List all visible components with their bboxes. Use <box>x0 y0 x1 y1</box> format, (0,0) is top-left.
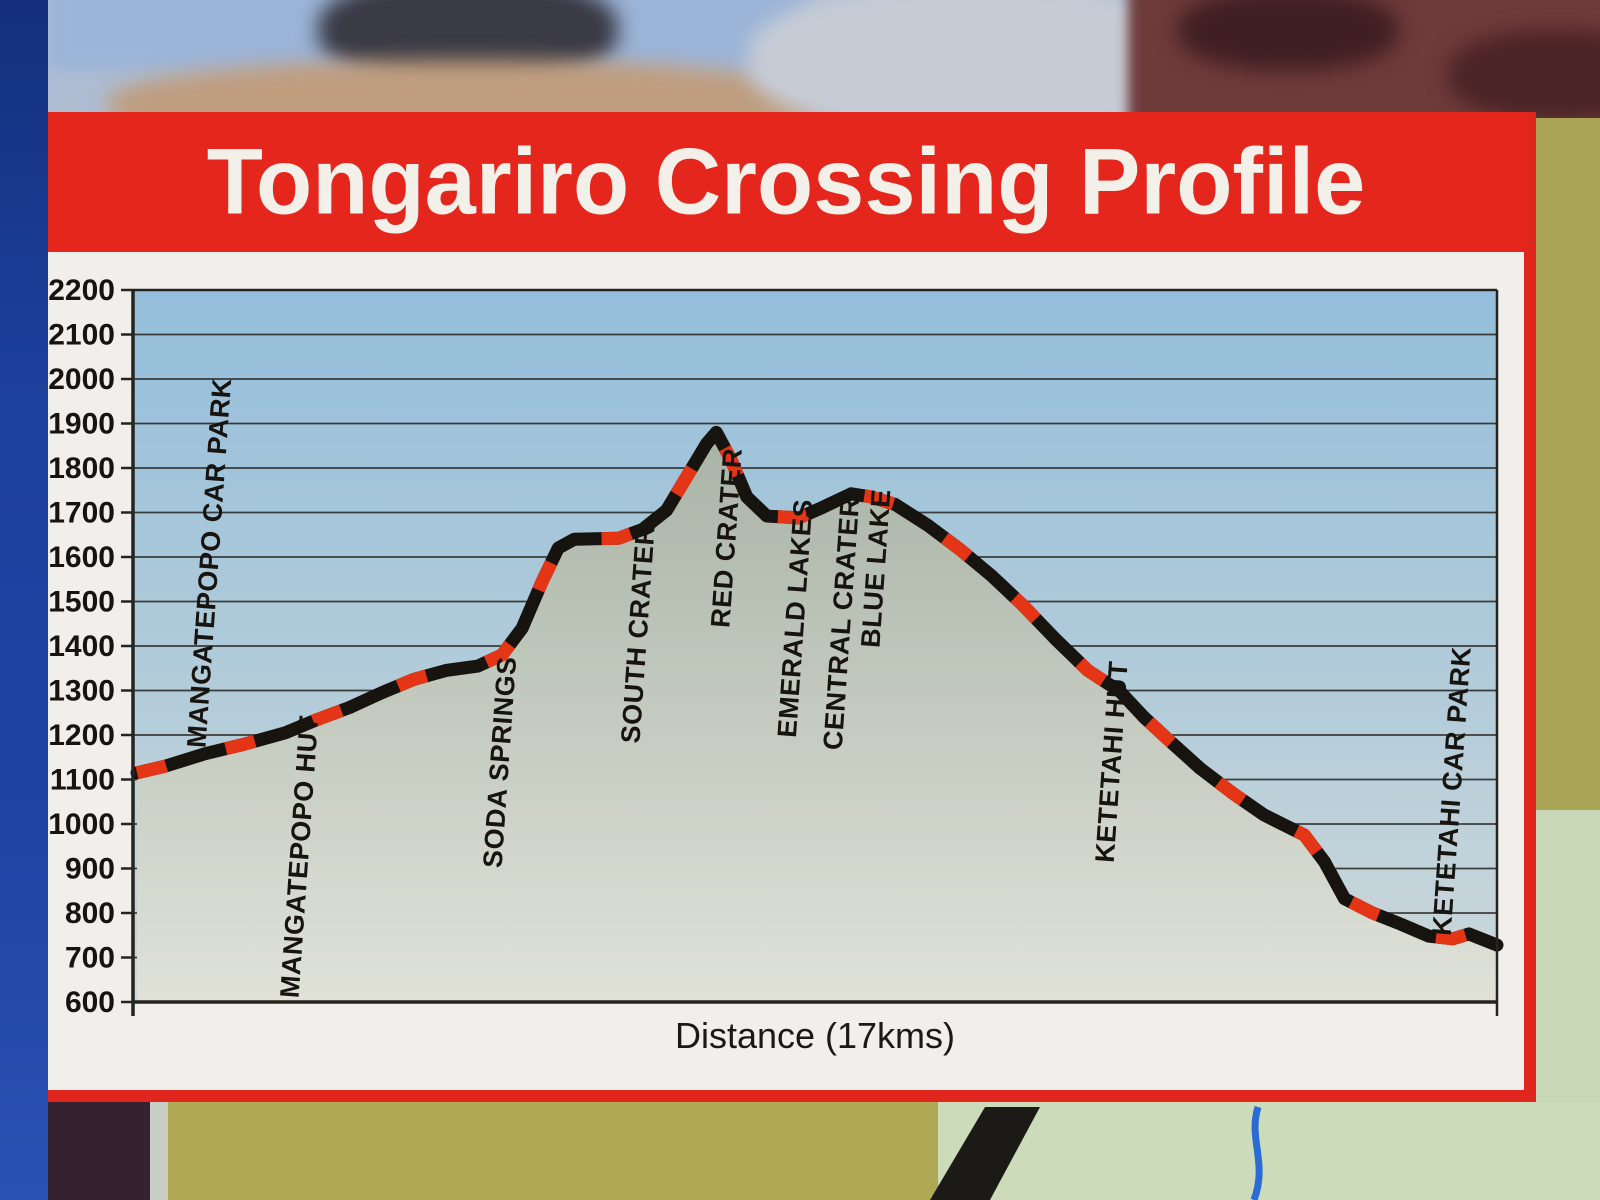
y-tick-label: 1900 <box>48 408 115 441</box>
y-tick-label: 600 <box>65 986 115 1019</box>
terrain-area <box>137 432 1497 1002</box>
y-tick-label: 1500 <box>48 586 115 619</box>
map-river-line <box>1250 1105 1263 1200</box>
y-tick-label: 1300 <box>48 675 115 708</box>
sign-frame-left-edge <box>0 0 48 1200</box>
y-tick-label: 1800 <box>48 452 115 485</box>
y-tick-label: 2000 <box>48 363 115 396</box>
y-tick-marks <box>121 288 133 1004</box>
page-title: Tongariro Crossing Profile <box>206 129 1366 234</box>
photo-tan-blob <box>108 60 828 118</box>
y-tick-labels: 2200 2100 2000 1900 1800 1700 1600 1500 1400 1300… <box>48 274 115 1019</box>
photo-dark-rock-blob <box>1448 30 1600 118</box>
y-tick-label: 1200 <box>48 719 115 752</box>
profile-line-red-dashes <box>135 425 1500 952</box>
map-gray-sliver <box>150 1102 168 1200</box>
map-road-band <box>930 1107 1040 1200</box>
y-tick-label: 900 <box>65 853 115 886</box>
map-maroon-block <box>48 1102 150 1200</box>
map-pale-green-area <box>938 1102 1600 1200</box>
y-tick-label: 2100 <box>48 319 115 352</box>
y-tick-label: 1400 <box>48 630 115 663</box>
y-tick-label: 1700 <box>48 497 115 530</box>
y-tick-label: 1600 <box>48 541 115 574</box>
map-olive-area <box>168 1102 938 1200</box>
y-tick-label: 800 <box>65 897 115 930</box>
y-tick-label: 1100 <box>50 764 115 797</box>
y-tick-label: 2200 <box>48 274 115 307</box>
title-banner: Tongariro Crossing Profile <box>48 112 1524 252</box>
photo-dark-rock-blob <box>1178 0 1398 70</box>
x-axis-label: Distance (17kms) <box>675 1015 955 1056</box>
y-tick-label: 700 <box>65 942 115 975</box>
map-olive-right-strip <box>1536 118 1600 810</box>
y-tick-label: 1000 <box>48 808 115 841</box>
map-pale-right-strip <box>1536 810 1600 1102</box>
background-photo-strip <box>48 0 1600 118</box>
